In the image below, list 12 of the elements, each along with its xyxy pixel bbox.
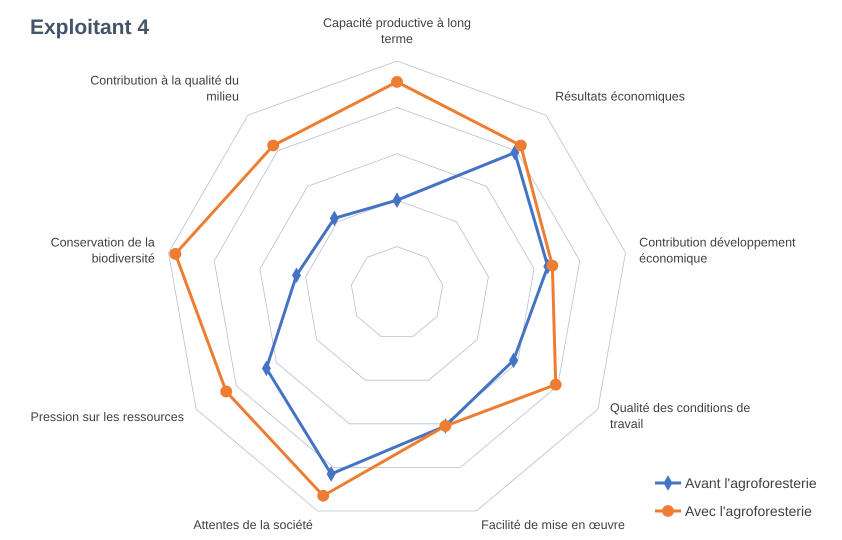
legend-label: Avant l'agroforesterie [685, 475, 817, 491]
chart-title: Exploitant 4 [30, 16, 150, 39]
spoke-label: Résultats économiques [555, 90, 686, 104]
legend-label: Avec l'agroforesterie [685, 503, 812, 519]
spoke-label: Conservation de la biodiversité [50, 235, 155, 266]
spoke-label: Attentes de la société [193, 518, 313, 532]
spoke-label: Pression sur les ressources [30, 410, 184, 424]
spoke-label: Qualité des conditions de travail [610, 400, 750, 431]
spoke-label: Contribution développement économique [639, 235, 796, 266]
spoke-label: Capacité productive à long terme [322, 16, 472, 46]
spoke-label: Facilité de mise en œuvre [481, 518, 625, 532]
spoke-label: Contribution à la qualité du milieu [90, 74, 239, 104]
